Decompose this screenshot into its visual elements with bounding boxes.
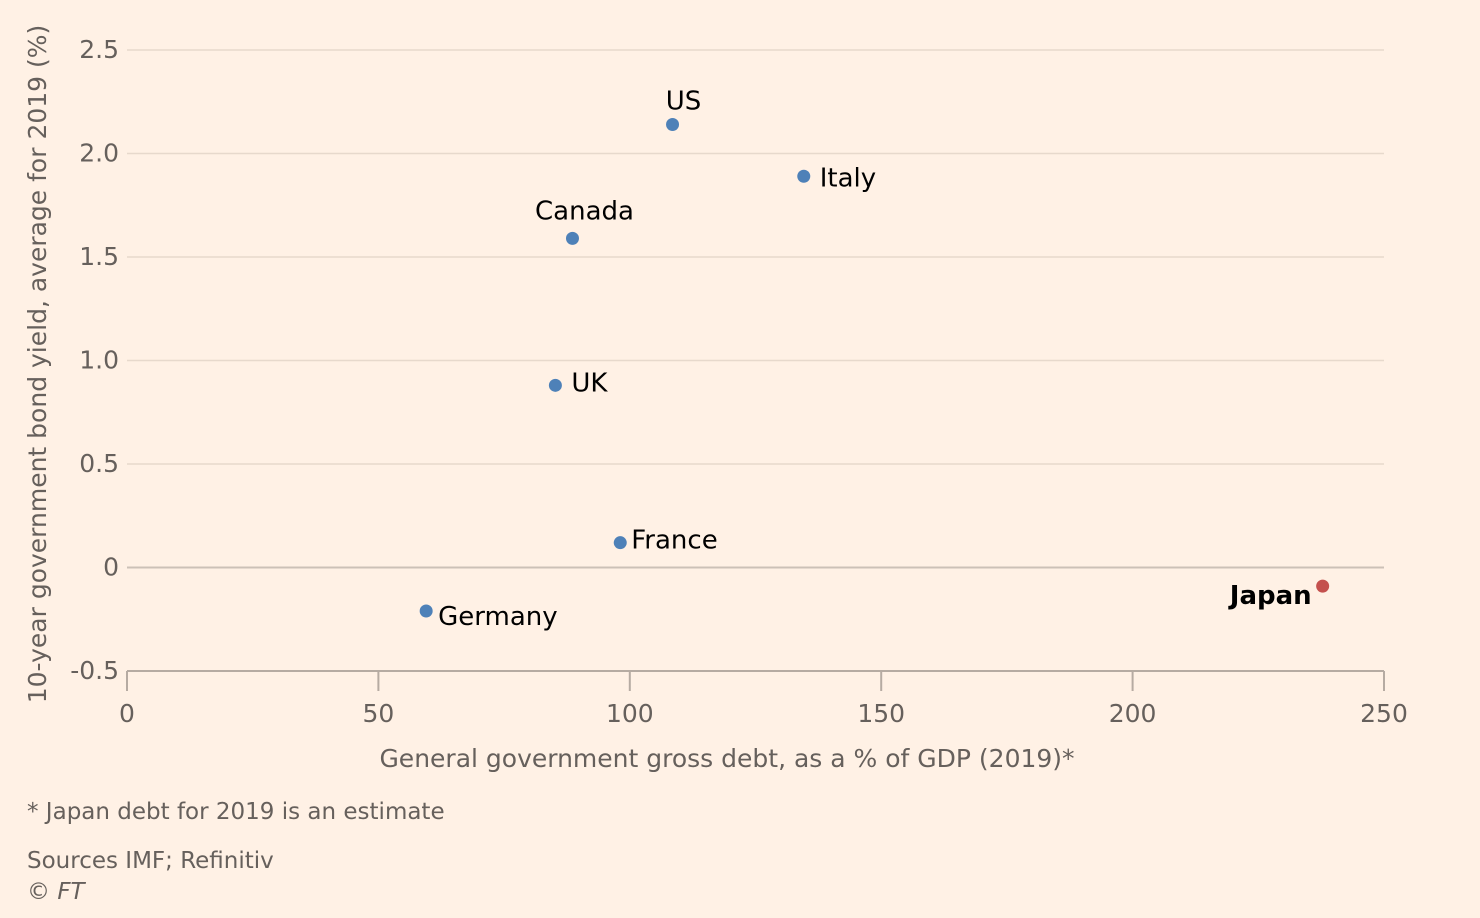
x-tick-label: 50: [362, 699, 394, 728]
y-axis-label: 10-year government bond yield, average f…: [23, 25, 52, 704]
x-tick-label: 200: [1109, 699, 1157, 728]
x-tick-label: 100: [606, 699, 654, 728]
y-tick-label: 1.5: [79, 242, 119, 271]
point-japan: [1316, 579, 1330, 593]
point-label-germany: Germany: [438, 602, 558, 632]
copyright-name: FT: [57, 879, 85, 905]
x-tick-label: 150: [857, 699, 905, 728]
y-tick-label: 0: [103, 553, 119, 582]
point-label-uk: UK: [571, 368, 608, 398]
copyright: © FT: [27, 879, 85, 905]
y-tick-label: -0.5: [70, 656, 119, 685]
copyright-symbol: ©: [27, 879, 50, 905]
point-italy: [797, 169, 811, 183]
point-canada: [565, 231, 579, 245]
point-label-us: US: [666, 87, 702, 117]
y-tick-label: 0.5: [79, 449, 119, 478]
x-tick-label: 0: [119, 699, 135, 728]
y-tick-label: 2.0: [79, 139, 119, 168]
point-us: [666, 118, 680, 132]
y-tick-label: 2.5: [79, 35, 119, 64]
data-points: US Italy Canada UK France Germany Japan: [419, 87, 1330, 632]
point-label-japan: Japan: [1228, 581, 1312, 611]
point-label-france: France: [631, 526, 717, 556]
grid-lines: [127, 49, 1384, 672]
point-france: [613, 536, 627, 550]
x-tick-label: 250: [1360, 699, 1408, 728]
point-label-italy: Italy: [820, 163, 876, 193]
x-axis-label: General government gross debt, as a % of…: [379, 744, 1074, 773]
point-label-canada: Canada: [535, 196, 634, 226]
footnote: * Japan debt for 2019 is an estimate: [27, 799, 445, 825]
y-tick-label: 1.0: [79, 346, 119, 375]
source-note: Sources IMF; Refinitiv: [27, 848, 274, 874]
point-germany: [419, 604, 433, 618]
point-uk: [548, 378, 562, 392]
axis-ticks: -0.500.51.01.52.02.50 50 100 150 200 250: [70, 35, 1408, 728]
